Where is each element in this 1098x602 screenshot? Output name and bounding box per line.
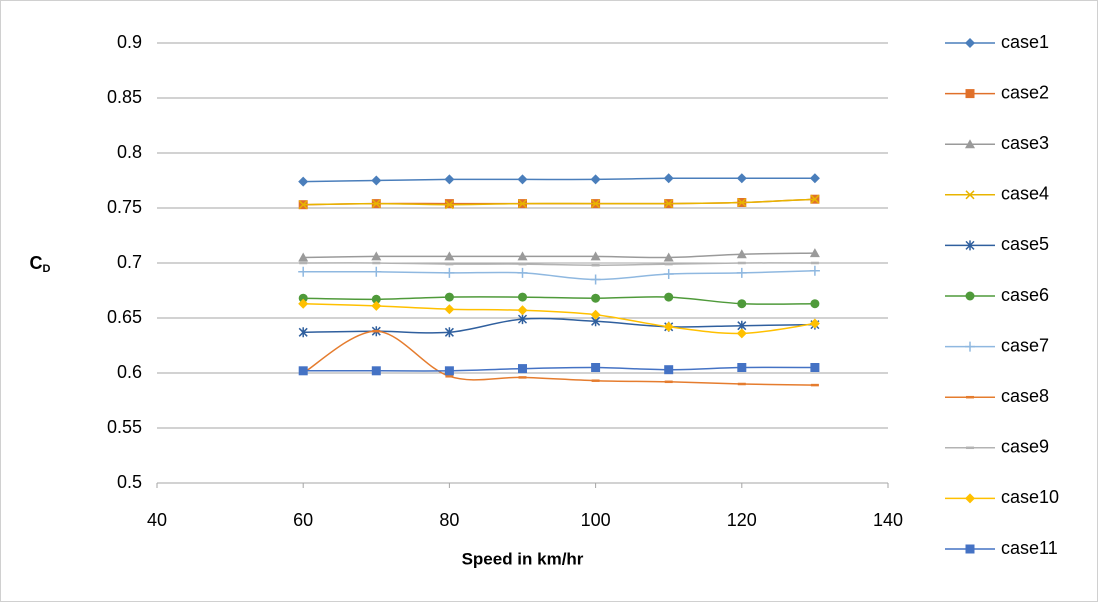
legend-label: case11	[1001, 538, 1058, 558]
legend-label: case6	[1001, 285, 1049, 305]
marker	[591, 363, 600, 372]
legend-label: case3	[1001, 133, 1049, 153]
y-axis-title-sub: D	[43, 263, 51, 275]
marker	[445, 293, 454, 302]
x-tick-label: 40	[147, 510, 167, 530]
marker	[966, 292, 975, 301]
legend-label: case9	[1001, 437, 1049, 457]
y-tick-label: 0.85	[107, 87, 142, 107]
marker	[518, 293, 527, 302]
x-tick-label: 60	[293, 510, 313, 530]
y-tick-label: 0.65	[107, 307, 142, 327]
x-tick-label: 100	[581, 510, 611, 530]
legend-label: case8	[1001, 386, 1049, 406]
marker	[737, 299, 746, 308]
marker	[664, 293, 673, 302]
y-axis-title-main: C	[30, 253, 43, 273]
marker	[445, 199, 454, 208]
legend-label: case7	[1001, 335, 1049, 355]
legend-label: case5	[1001, 234, 1049, 254]
x-tick-label: 140	[873, 510, 903, 530]
marker	[966, 89, 975, 98]
page: 0.5 0.55 0.6 0.65 0.7 0.75 0.8 0.85 0.9 40 60 80 100…	[0, 0, 1098, 602]
marker	[737, 363, 746, 372]
x-tick-label: 120	[727, 510, 757, 530]
chart: 0.5 0.55 0.6 0.65 0.7 0.75 0.8 0.85 0.9 40 60 80 100…	[0, 0, 1098, 602]
marker	[664, 365, 673, 374]
legend-label: case10	[1001, 487, 1059, 507]
marker	[810, 299, 819, 308]
marker	[518, 364, 527, 373]
y-tick-label: 0.6	[117, 362, 142, 382]
y-tick-label: 0.55	[107, 417, 142, 437]
marker	[810, 363, 819, 372]
marker	[966, 545, 975, 554]
x-tick-label: 80	[439, 510, 459, 530]
x-axis-title: Speed in km/hr	[462, 549, 584, 568]
marker	[299, 366, 308, 375]
y-tick-label: 0.9	[117, 32, 142, 52]
legend-label: case4	[1001, 184, 1049, 204]
legend-label: case2	[1001, 82, 1049, 102]
marker	[445, 366, 454, 375]
y-tick-label: 0.75	[107, 197, 142, 217]
y-tick-label: 0.5	[117, 472, 142, 492]
marker	[591, 294, 600, 303]
y-tick-label: 0.8	[117, 142, 142, 162]
legend-label: case1	[1001, 32, 1049, 52]
marker	[372, 366, 381, 375]
y-tick-label: 0.7	[117, 252, 142, 272]
